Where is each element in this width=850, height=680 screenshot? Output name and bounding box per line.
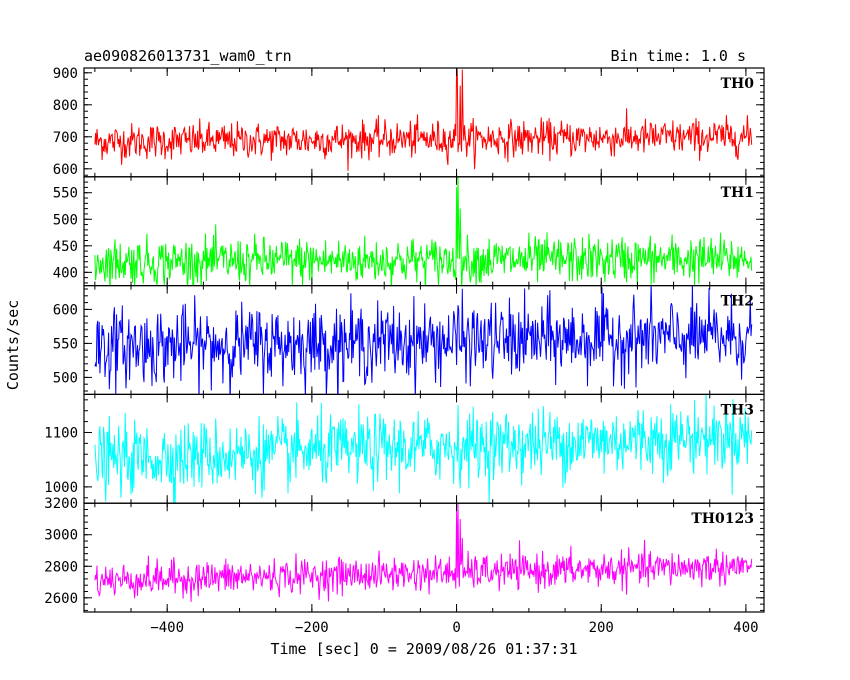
y-tick-label: 3200 [44,496,78,512]
panel-frame [83,502,765,613]
y-tick-label: 1000 [44,480,78,496]
y-tick-label: 600 [53,302,78,318]
series-line-th2 [94,285,753,395]
x-axis: −400 −200 0 200 400 [150,620,758,636]
y-axis-label: Counts/sec [4,300,22,390]
x-tick-label: 200 [589,620,614,636]
x-axis-label: Time [sec] 0 = 2009/08/26 01:37:31 [270,640,577,658]
panel-label: TH1 [721,185,754,201]
figure-title: ae090826013731_wam0_trn [84,47,292,65]
y-tick-label: 700 [53,130,78,146]
x-tick-label: 0 [452,620,460,636]
y-tick-label: 600 [53,162,78,178]
panel-frame [83,176,765,287]
panel-th0123: 2600 2800 3000 3200 TH0123 [44,496,765,613]
series-line-th0123 [94,503,753,602]
y-tick-label: 2600 [44,591,78,607]
series-line-th3 [94,394,753,504]
x-tick-label: −200 [295,620,329,636]
y-tick-label: 900 [53,66,78,82]
y-tick-label: 3000 [44,528,78,544]
y-tick-label: 500 [53,370,78,386]
panel-th3: 1000 1100 TH3 [44,393,765,504]
panel-label: TH0123 [691,511,754,527]
series-line-th1 [94,176,753,286]
panel-label: TH3 [721,402,754,418]
x-tick-label: −400 [150,620,184,636]
y-tick-label: 800 [53,98,78,114]
series-line-th0 [94,68,753,171]
y-tick-label: 550 [53,336,78,352]
y-tick-label: 1100 [44,425,78,441]
panel-th0: 600 700 800 900 TH0 [53,66,765,178]
panel-frame [83,67,765,178]
y-tick-label: 450 [53,239,78,255]
panel-label: TH0 [721,76,755,92]
bin-time-label: Bin time: 1.0 s [611,47,746,65]
panel-th1: 400 450 500 550 TH1 [53,176,765,287]
panel-label: TH2 [721,294,754,310]
y-tick-label: 500 [53,212,78,228]
y-tick-label: 2800 [44,559,78,575]
y-tick-label: 400 [53,265,78,281]
x-tick-label: 400 [733,620,758,636]
panels-group: 600 700 800 900 TH0 400 450 500 550 TH1 500 550 600 T… [44,66,765,613]
y-tick-label: 550 [53,186,78,202]
